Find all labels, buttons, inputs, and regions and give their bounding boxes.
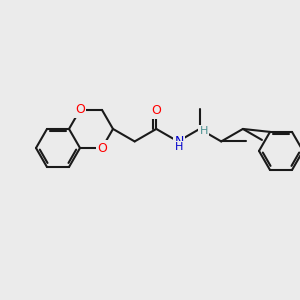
Text: H: H <box>200 126 208 136</box>
Text: O: O <box>97 142 107 154</box>
Text: O: O <box>152 104 161 117</box>
Text: H: H <box>175 142 183 152</box>
Text: N: N <box>174 135 184 148</box>
Text: O: O <box>75 103 85 116</box>
